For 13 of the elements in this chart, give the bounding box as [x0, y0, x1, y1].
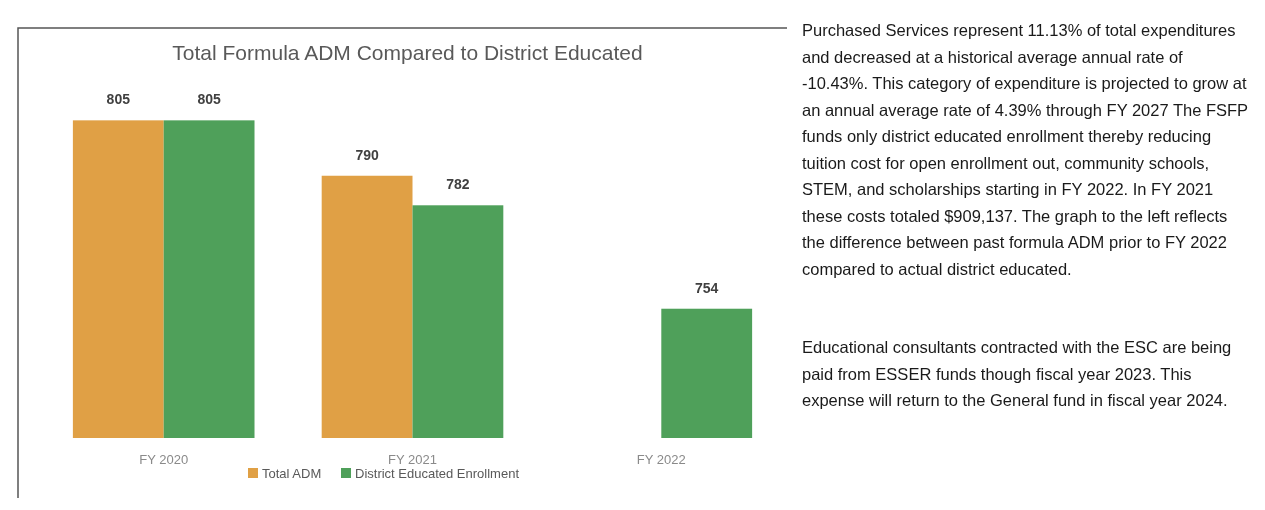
data-label: 754: [695, 279, 719, 296]
data-label: 805: [197, 91, 221, 108]
legend-label: District Educated Enrollment: [355, 466, 520, 481]
legend-label: Total ADM: [262, 466, 322, 481]
text: Total Formula ADM Compared to District Educated: [172, 41, 643, 64]
text: Educational consultants contracted with the ESC are being paid from ESSER funds though fiscal year 2023. This expense will return to the General fund in fiscal year 2024.: [802, 338, 1232, 409]
data-label: 790: [355, 146, 379, 163]
data-label: 805: [106, 91, 131, 108]
data-label: 782: [446, 176, 470, 193]
x-tick-label: FY 2022: [636, 452, 686, 467]
text: Purchased Services represent 11.13% of total expenditures and decreased at a historical average annual rate of -10.43%. This category of expenditure is projected to grow at an annual average rate of 4.39% through FY 2027 The FSFP funds only district educated enrollment thereby reducing tuition cost for open enrollment out, community schools, STEM, and scholarships starting in FY 2022. In FY 2021 these costs totaled $909,137. The graph to the left reflects the difference between past formula ADM prior to FY 2022 compared to actual district educated.: [802, 21, 1249, 278]
x-tick-label: FY 2020: [139, 452, 189, 467]
x-tick-label: FY 2021: [388, 452, 437, 467]
